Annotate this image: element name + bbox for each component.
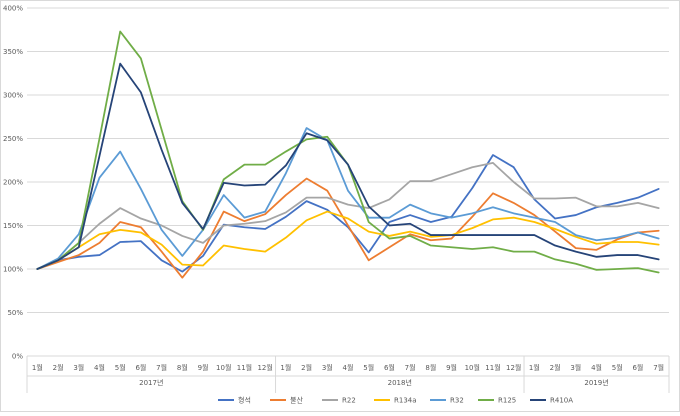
legend-label: R410A: [550, 397, 573, 405]
x-tick-label: 10월: [216, 363, 231, 372]
series-line-R410A: [36, 62, 660, 270]
x-tick-label: 4월: [343, 363, 354, 372]
legend-label: R22: [342, 397, 356, 405]
y-tick-label: 250%: [3, 135, 23, 143]
y-tick-label: 300%: [3, 92, 23, 100]
x-tick-label: 2월: [53, 363, 64, 372]
legend-item: R125: [478, 397, 516, 405]
x-group-label: 2019년: [584, 378, 608, 387]
x-tick-label: 5월: [612, 363, 623, 372]
x-tick-label: 8월: [177, 363, 188, 372]
legend-item: R32: [430, 397, 464, 405]
y-tick-label: 200%: [3, 179, 23, 187]
y-tick-label: 50%: [7, 309, 23, 317]
legend-label: R134a: [394, 397, 417, 405]
x-tick-label: 9월: [198, 363, 209, 372]
x-tick-label: 8월: [425, 363, 436, 372]
legend-label: R125: [498, 397, 516, 405]
x-tick-label: 7월: [156, 363, 167, 372]
x-tick-label: 3월: [322, 363, 333, 372]
legend: 형석 불산 R22 R134a R32 R125 R410A: [218, 396, 573, 405]
legend-label: R32: [450, 397, 464, 405]
x-tick-label: 7월: [653, 363, 664, 372]
x-tick-label: 5월: [115, 363, 126, 372]
legend-item: R22: [322, 397, 356, 405]
x-tick-label: 3월: [570, 363, 581, 372]
y-tick-label: 350%: [3, 48, 23, 56]
y-axis: 0% 50% 100% 150% 200% 250% 300% 350% 400%: [3, 5, 23, 361]
x-tick-label: 1월: [529, 363, 540, 372]
x-tick-label: 4월: [591, 363, 602, 372]
legend-item: R134a: [374, 397, 417, 405]
x-tick-label: 4월: [94, 363, 105, 372]
y-tick-label: 400%: [3, 5, 23, 13]
legend-item: R410A: [530, 397, 573, 405]
y-tick-label: 150%: [3, 222, 23, 230]
x-tick-label: 11월: [485, 363, 500, 372]
x-tick-label: 10월: [465, 363, 480, 372]
x-tick-label: 1월: [280, 363, 291, 372]
legend-item: 형석: [218, 396, 251, 405]
x-axis: 1월 2월 3월 4월 5월 6월 7월 8월 9월 10월 11월 12월 1월 2월 3월 4월 5월 6월 7…: [26, 356, 670, 393]
series-line-불산: [36, 177, 660, 279]
legend-item: 불산: [270, 396, 303, 405]
x-tick-label: 1월: [32, 363, 43, 372]
x-tick-label: 11월: [237, 363, 252, 372]
x-tick-label: 6월: [632, 363, 643, 372]
x-group-label: 2018년: [388, 378, 412, 387]
x-tick-label: 6월: [384, 363, 395, 372]
x-tick-label: 3월: [73, 363, 84, 372]
x-tick-label: 2월: [550, 363, 561, 372]
x-tick-label: 2월: [301, 363, 312, 372]
x-tick-label: 9월: [446, 363, 457, 372]
x-tick-label: 12월: [506, 363, 521, 372]
y-tick-label: 0%: [12, 353, 23, 361]
legend-label: 형석: [238, 396, 251, 405]
series-lines: [36, 30, 660, 279]
x-tick-label: 12월: [257, 363, 272, 372]
legend-label: 불산: [290, 396, 303, 405]
series-line-R22: [36, 161, 660, 270]
x-group-label: 2017년: [139, 378, 163, 387]
y-tick-label: 100%: [3, 266, 23, 274]
x-tick-label: 5월: [363, 363, 374, 372]
series-line-R134a: [36, 210, 660, 270]
series-line-R32: [36, 127, 660, 270]
x-tick-label: 6월: [135, 363, 146, 372]
x-tick-label: 7월: [405, 363, 416, 372]
